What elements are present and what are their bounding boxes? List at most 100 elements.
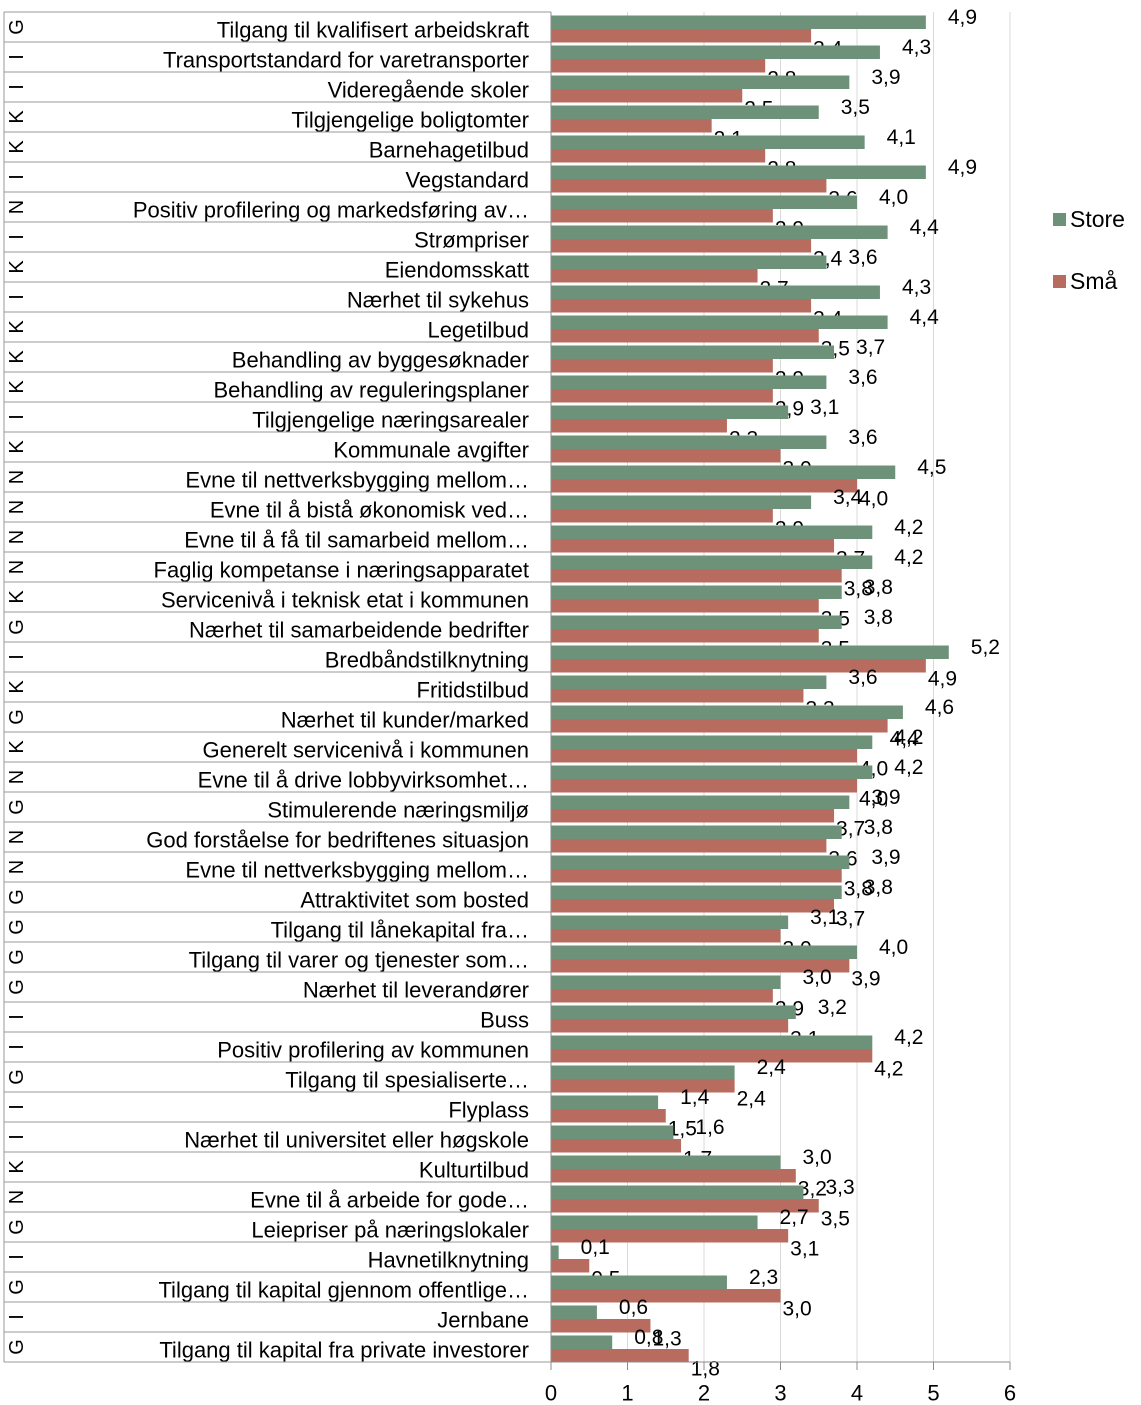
x-tick-label: 3 <box>774 1381 786 1405</box>
group-code-label: N <box>6 200 28 214</box>
bar-sma <box>551 1229 789 1243</box>
category-label: Strømpriser <box>414 228 529 253</box>
group-code-label: I <box>6 1044 28 1050</box>
bar-store <box>551 585 842 599</box>
bar-store <box>551 195 857 209</box>
data-label-sma: 3,9 <box>851 968 880 991</box>
bar-sma <box>551 869 842 883</box>
data-label-store: 3,6 <box>848 666 877 689</box>
group-code-label: N <box>6 830 28 844</box>
bar-store <box>551 1335 613 1349</box>
data-label-store: 3,8 <box>864 606 893 629</box>
data-label-sma: 3,7 <box>836 908 865 931</box>
group-code-label: I <box>6 234 28 240</box>
bar-sma <box>551 1289 781 1303</box>
category-label: Tilgang til kapital fra private investor… <box>159 1338 529 1363</box>
bar-sma <box>551 929 781 943</box>
bar-store <box>551 1125 674 1139</box>
category-label: Kulturtilbud <box>419 1158 529 1183</box>
category-label: Evne til nettverksbygging mellom… <box>185 858 529 883</box>
category-label: Jernbane <box>437 1308 529 1333</box>
bar-sma <box>551 509 773 523</box>
category-label: Positiv profilering og markedsføring av… <box>133 198 529 223</box>
group-code-label: I <box>6 54 28 60</box>
bar-sma <box>551 749 857 763</box>
bar-sma <box>551 1139 682 1153</box>
group-code-label: G <box>6 979 28 995</box>
data-label-store: 4,3 <box>902 36 931 59</box>
category-label: Servicenivå i teknisk etat i kommunen <box>161 588 529 613</box>
bar-sma <box>551 1079 735 1093</box>
group-code-label: G <box>6 1339 28 1355</box>
group-code-label: N <box>6 470 28 484</box>
data-label-store: 4,3 <box>902 276 931 299</box>
data-label-store: 3,8 <box>864 876 893 899</box>
bar-sma <box>551 179 827 193</box>
bar-sma <box>551 569 842 583</box>
group-code-label: I <box>6 1314 28 1320</box>
group-code-label: K <box>6 350 28 364</box>
category-label: Tilgang til kapital gjennom offentlige… <box>158 1278 529 1303</box>
data-label-sma: 3,8 <box>844 578 873 601</box>
bar-sma <box>551 299 812 313</box>
data-label-store: 4,2 <box>894 1026 923 1049</box>
category-label: Positiv profilering av kommunen <box>217 1038 529 1063</box>
group-code-label: I <box>6 84 28 90</box>
category-label: Tilgang til kvalifisert arbeidskraft <box>217 18 529 43</box>
bar-store <box>551 465 896 479</box>
category-label: Tilgang til lånekapital fra… <box>271 918 529 943</box>
bar-sma <box>551 119 712 133</box>
data-label-store: 3,2 <box>818 996 847 1019</box>
bar-store <box>551 615 842 629</box>
group-code-label: I <box>6 1254 28 1260</box>
bar-sma <box>551 89 743 103</box>
bar-sma <box>551 239 812 253</box>
bar-store <box>551 165 926 179</box>
category-label: Barnehagetilbud <box>369 138 529 163</box>
group-code-label: N <box>6 1190 28 1204</box>
bar-sma <box>551 1319 651 1333</box>
bar-sma <box>551 1019 789 1033</box>
category-label: Evne til nettverksbygging mellom… <box>185 468 529 493</box>
data-label-store: 0,1 <box>581 1236 610 1259</box>
bar-sma <box>551 689 804 703</box>
data-label-sma: 3,1 <box>790 1238 819 1261</box>
bar-sma <box>551 329 819 343</box>
bar-sma <box>551 359 773 373</box>
bar-store <box>551 1245 559 1259</box>
bar-store <box>551 765 873 779</box>
group-code-label: K <box>6 320 28 334</box>
bar-sma <box>551 1049 873 1063</box>
category-label: Eiendomsskatt <box>385 258 529 283</box>
bar-sma <box>551 209 773 223</box>
bar-store <box>551 825 842 839</box>
x-tick-label: 1 <box>621 1381 633 1405</box>
data-label-store: 4,9 <box>948 6 977 29</box>
bar-sma <box>551 29 812 43</box>
data-label-store: 1,4 <box>680 1086 710 1109</box>
bar-store <box>551 435 827 449</box>
bar-sma <box>551 1259 590 1273</box>
data-label-store: 4,1 <box>887 126 916 149</box>
bar-sma <box>551 1349 689 1363</box>
data-label-store: 3,8 <box>864 576 893 599</box>
data-label-store: 4,4 <box>910 306 940 329</box>
category-label: Tilgang til spesialiserte… <box>285 1068 529 1093</box>
data-label-sma: 3,2 <box>798 1178 827 1201</box>
x-tick-label: 6 <box>1004 1381 1016 1405</box>
bar-sma <box>551 719 888 733</box>
data-label-sma: 4,2 <box>874 1058 903 1081</box>
bar-store <box>551 15 926 29</box>
bar-sma <box>551 839 827 853</box>
data-label-store: 4,2 <box>894 516 923 539</box>
data-label-store: 0,8 <box>634 1326 663 1349</box>
bar-store <box>551 75 850 89</box>
data-label-store: 4,4 <box>910 216 940 239</box>
data-label-store: 2,3 <box>749 1266 778 1289</box>
x-tick-label: 0 <box>545 1381 557 1405</box>
group-code-label: I <box>6 1014 28 1020</box>
category-label: Evne til å drive lobbyvirksomhet… <box>198 768 529 793</box>
bar-store <box>551 555 873 569</box>
category-label: Videregående skoler <box>328 78 529 103</box>
category-label: Fritidstilbud <box>417 678 529 703</box>
